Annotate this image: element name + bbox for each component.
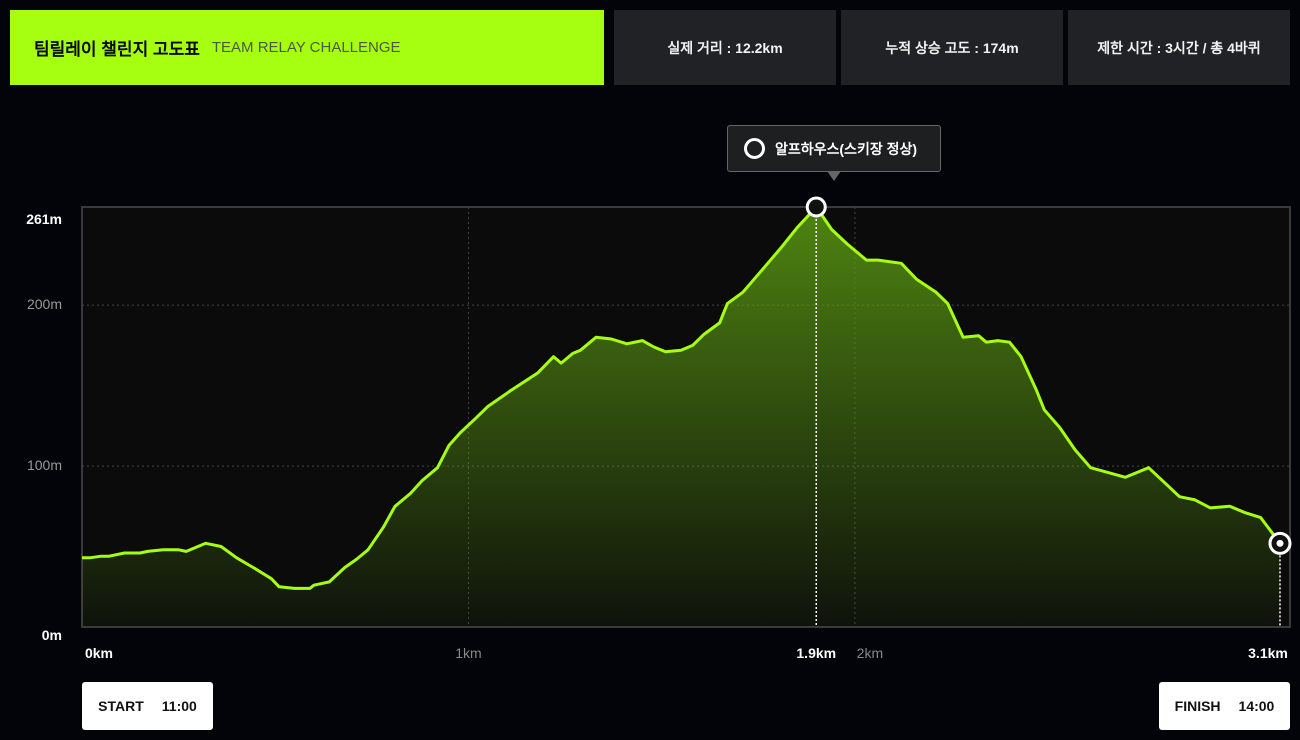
stat-time-limit: 제한 시간 : 3시간 / 총 4바퀴 [1068,10,1290,85]
finish-label: FINISH [1174,698,1221,714]
title-banner: 팀릴레이 챌린지 고도표 TEAM RELAY CHALLENGE [10,10,604,85]
peak-tooltip: 알프하우스(스키장 정상) [727,125,941,181]
x-tick-label: 0km [84,645,114,661]
finish-time: 14:00 [1238,698,1275,714]
finish-point-center [1276,539,1284,547]
stat-elevation-gain: 누적 상승 고도 : 174m [841,10,1063,85]
x-tick-label: 3.1km [1248,645,1288,661]
y-tick-label: 261m [26,211,62,227]
start-badge: START 11:00 [82,682,213,730]
x-tick-label: 1km [455,645,482,661]
elevation-area [82,207,1280,627]
start-label: START [98,698,144,714]
stat-distance: 실제 거리 : 12.2km [614,10,836,85]
y-tick-label: 0m [41,627,62,643]
title-korean: 팀릴레이 챌린지 고도표 [34,40,200,59]
y-tick-label: 200m [26,296,62,313]
peak-label: 알프하우스(스키장 정상) [775,140,918,157]
peak-point [805,196,827,218]
y-tick-label: 100m [26,457,62,474]
ring-icon [744,138,765,159]
elevation-line [82,205,1282,590]
x-tick-label: 2km [856,645,884,661]
title-english: TEAM RELAY CHALLENGE [211,39,401,56]
x-tick-label: 1.9km [796,645,837,661]
finish-badge: FINISH 14:00 [1159,682,1290,730]
start-time: 11:00 [161,698,197,714]
